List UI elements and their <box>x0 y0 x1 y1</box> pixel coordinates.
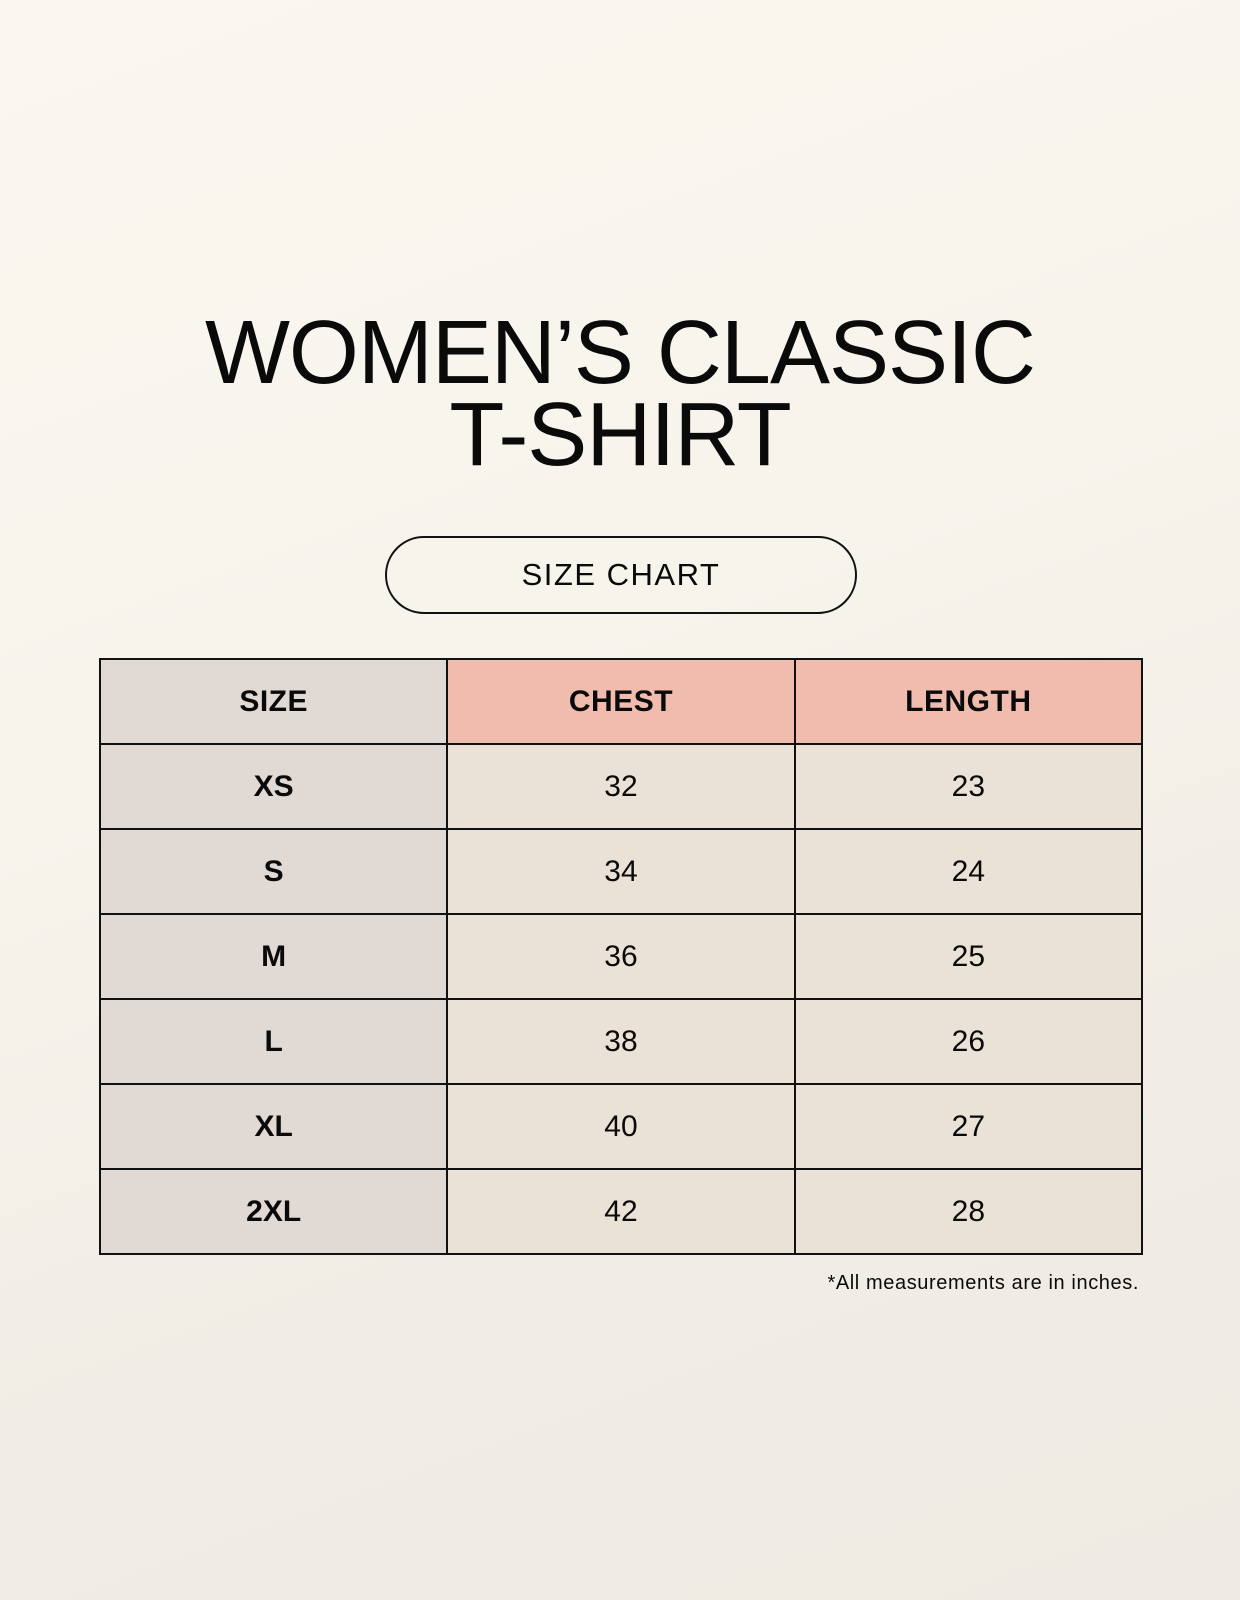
table-row: M 36 25 <box>98 913 1144 1000</box>
title-line-2: T-SHIRT <box>449 385 791 485</box>
cell-length: 24 <box>793 828 1144 915</box>
cell-size: 2XL <box>98 1168 449 1255</box>
cell-size: S <box>98 828 449 915</box>
cell-length: 27 <box>793 1083 1144 1170</box>
cell-size: XS <box>98 743 449 830</box>
cell-chest: 40 <box>446 1083 796 1170</box>
cell-chest: 36 <box>446 913 796 1000</box>
cell-length: 28 <box>793 1168 1144 1255</box>
header-length: LENGTH <box>793 658 1144 745</box>
cell-size: M <box>98 913 449 1000</box>
table-header-row: SIZE CHEST LENGTH <box>98 658 1144 745</box>
cell-length: 25 <box>793 913 1144 1000</box>
table-row: S 34 24 <box>98 828 1144 915</box>
header-size: SIZE <box>98 658 449 745</box>
table-row: 2XL 42 28 <box>98 1168 1144 1255</box>
header-chest: CHEST <box>446 658 796 745</box>
footnote: *All measurements are in inches. <box>827 1272 1139 1294</box>
cell-length: 23 <box>793 743 1144 830</box>
cell-chest: 38 <box>446 998 796 1085</box>
cell-size: L <box>98 998 449 1085</box>
cell-chest: 42 <box>446 1168 796 1255</box>
title-line-1: WOMEN’S CLASSIC <box>204 303 1036 403</box>
size-chart-badge: SIZE CHART <box>385 536 857 614</box>
table-row: XL 40 27 <box>98 1083 1144 1170</box>
cell-chest: 32 <box>446 743 796 830</box>
cell-size: XL <box>98 1083 449 1170</box>
table-row: L 38 26 <box>98 998 1144 1085</box>
size-chart-table: SIZE CHEST LENGTH XS 32 23 S 34 24 M 36 25 L 38 26 X… <box>98 658 1144 1255</box>
table-row: XS 32 23 <box>98 743 1144 830</box>
cell-length: 26 <box>793 998 1144 1085</box>
page-title: WOMEN’S CLASSIC T-SHIRT <box>0 303 1240 485</box>
cell-chest: 34 <box>446 828 796 915</box>
